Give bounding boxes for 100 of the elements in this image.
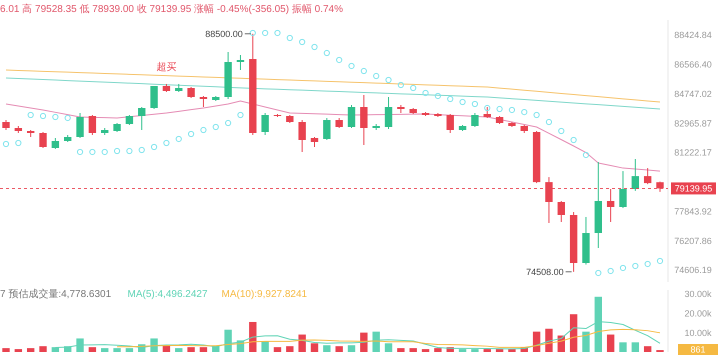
- text: MA(10):9,927.8241: [222, 289, 308, 300]
- point: [311, 44, 318, 50]
- bar: [39, 346, 47, 352]
- bar: [545, 328, 553, 352]
- text: MA(5):4,496.2427: [128, 289, 208, 300]
- point: [64, 114, 71, 122]
- bar: [410, 348, 417, 352]
- y-tick-label: 20.00k: [684, 308, 712, 318]
- candlestick: [200, 96, 208, 108]
- point: [286, 34, 293, 42]
- point: [28, 112, 34, 118]
- point: [212, 124, 219, 130]
- candlestick: [619, 170, 627, 209]
- point: [150, 144, 158, 150]
- candlestick: [261, 112, 269, 136]
- candlestick: [88, 114, 96, 136]
- candlestick: [298, 120, 306, 152]
- candlestick: [126, 114, 134, 126]
- point: [237, 112, 244, 118]
- point: [496, 106, 503, 112]
- point: [620, 264, 626, 272]
- point: [102, 148, 108, 156]
- point: [89, 148, 96, 156]
- point: [521, 109, 528, 116]
- candlestick: [348, 104, 356, 128]
- point: [410, 84, 416, 92]
- point: [76, 148, 84, 156]
- annotation: 74508.00: [526, 266, 564, 277]
- y-tick-label: 74606.19: [674, 265, 712, 276]
- ref-line-label: 79139.95: [674, 184, 712, 194]
- candlestick: [236, 54, 244, 71]
- candlestick: [335, 118, 343, 128]
- point: [348, 62, 355, 70]
- bar: [14, 349, 22, 352]
- candlestick: [446, 114, 454, 134]
- chart-title: 6.01 高 79528.35 低 78939.00 收 79139.95 涨幅 -0.45%(-356.05) 振幅 0.74%: [0, 3, 344, 15]
- candlestick: [187, 86, 195, 98]
- candlestick: [644, 168, 652, 185]
- point: [558, 128, 564, 134]
- point: [200, 126, 207, 134]
- point: [360, 68, 367, 74]
- bar: [298, 334, 306, 352]
- bar: [484, 349, 491, 352]
- point: [608, 268, 614, 274]
- point: [250, 30, 256, 36]
- point: [40, 112, 46, 120]
- bar: [496, 349, 504, 352]
- y-tick-label: 82965.87: [674, 118, 712, 128]
- bar: [532, 332, 540, 352]
- bar: [644, 346, 652, 352]
- candlestick: [39, 132, 47, 148]
- bar: [360, 332, 368, 352]
- y-tick-label: 77843.92: [674, 206, 712, 216]
- bar: [310, 343, 318, 352]
- line-series: [116, 328, 660, 348]
- candlestick: [384, 96, 392, 130]
- point: [324, 50, 330, 56]
- y-tick-label: 30.00k: [684, 289, 712, 300]
- bar: [2, 348, 10, 352]
- point: [126, 148, 132, 154]
- candlestick: [323, 118, 331, 140]
- bar: [26, 348, 34, 352]
- point: [385, 76, 392, 84]
- bar: [88, 347, 96, 352]
- point: [373, 72, 380, 80]
- bar: [249, 322, 256, 352]
- candlestick: [632, 158, 640, 192]
- point: [188, 130, 194, 138]
- bar: [582, 332, 590, 352]
- bar: [632, 342, 640, 352]
- line-series: [6, 100, 660, 172]
- point: [138, 146, 145, 154]
- point: [570, 136, 577, 144]
- bar: [606, 334, 614, 352]
- bar: [175, 348, 182, 352]
- point: [632, 262, 638, 270]
- point: [644, 260, 651, 268]
- point: [582, 152, 590, 158]
- candlestick: [138, 106, 146, 131]
- point: [484, 104, 490, 112]
- bar: [113, 348, 121, 352]
- candlestick: [484, 106, 491, 119]
- line-series: [6, 77, 660, 110]
- bar: [200, 347, 208, 352]
- bar: [274, 347, 282, 352]
- point: [546, 118, 552, 126]
- candlestick: [471, 112, 479, 128]
- point: [472, 100, 478, 108]
- point: [336, 56, 342, 64]
- point: [15, 140, 22, 146]
- annotation: 超买: [156, 61, 176, 73]
- chart-title: 7 预估成交量:4,778.6301: [0, 288, 112, 300]
- bar: [286, 346, 294, 352]
- candlestick: [558, 200, 565, 222]
- point: [434, 92, 441, 100]
- candlestick: [150, 85, 158, 110]
- point: [299, 38, 306, 46]
- bar: [434, 348, 442, 352]
- candlestick: [310, 136, 318, 148]
- candlestick: [2, 120, 10, 131]
